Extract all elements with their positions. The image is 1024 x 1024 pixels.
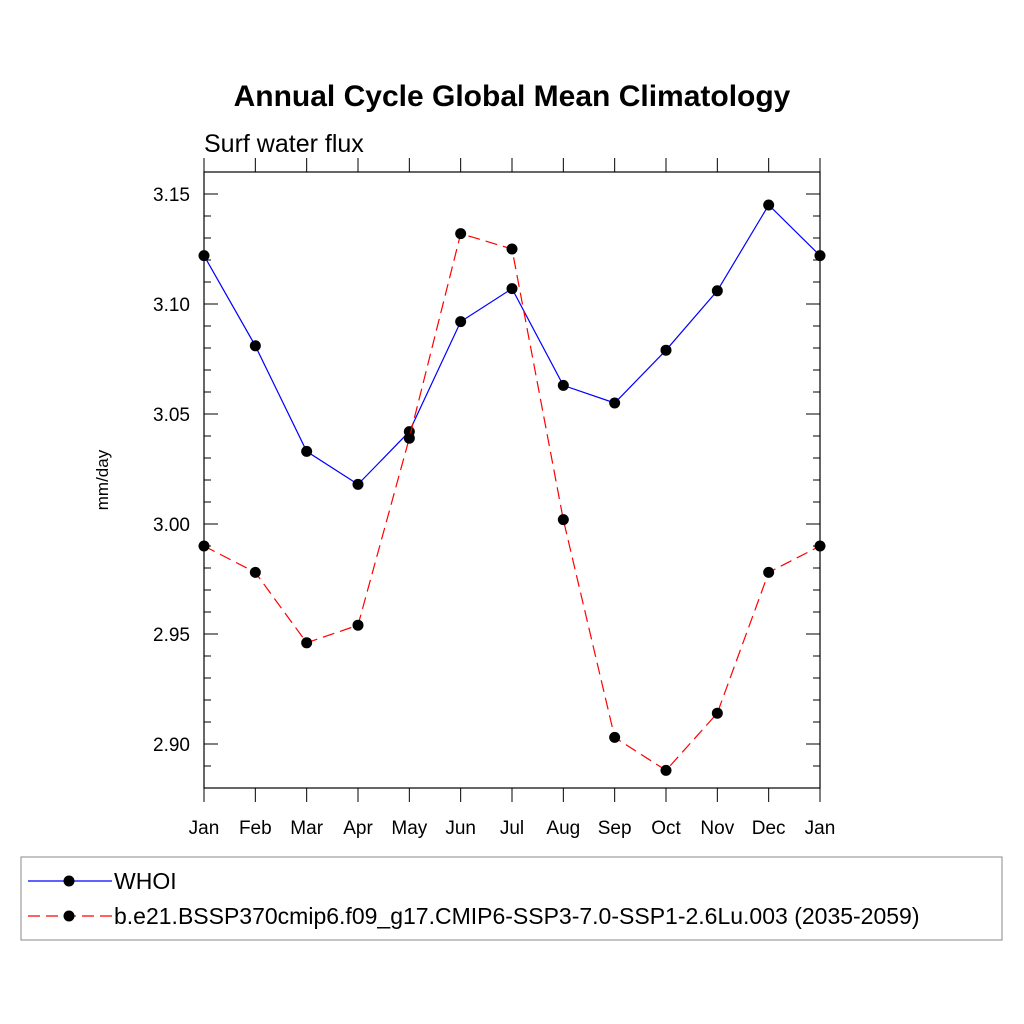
series-2-point [609,731,621,743]
series-1-point [352,478,364,490]
x-tick-label: Oct [651,818,681,839]
series-1-point [301,445,313,457]
x-tick-label: Apr [343,818,373,839]
series-2-point [455,228,467,240]
series-1-point [506,283,518,295]
plot-frame [203,171,821,789]
series-1-point [763,199,775,211]
x-tick-label: Jun [445,818,476,839]
series-1-point [660,344,672,356]
chart-subtitle: Surf water flux [204,130,364,158]
x-tick-label: Jul [500,818,524,839]
series-2-point [557,514,569,526]
series-2-point [352,619,364,631]
series-2-point [301,637,313,649]
x-tick-label: Dec [752,818,786,839]
y-tick-label: 3.00 [153,515,190,536]
x-tick-label: Aug [546,818,580,839]
legend-label-2: b.e21.BSSP370cmip6.f09_g17.CMIP6-SSP3-7.… [114,903,920,929]
x-tick-label: Nov [700,818,734,839]
series-2-point [660,764,672,776]
x-tick-label: Jan [805,818,836,839]
series-line-2 [203,232,821,772]
series-2-point [814,540,826,552]
series-layer [198,199,826,776]
x-tick-label: Feb [239,818,272,839]
x-tick-label: Jan [189,818,220,839]
series-2-point [711,707,723,719]
x-tick-label: May [391,818,427,839]
series-2-point [403,432,415,444]
legend: WHOI b.e21.BSSP370cmip6.f09_g17.CMIP6-SSP… [28,868,920,929]
x-tick-label: Sep [598,818,632,839]
series-1-point [711,285,723,297]
series-1-point [557,379,569,391]
y-tick-label: 3.15 [153,185,190,206]
series-1-point [814,250,826,262]
y-axis-label: mm/day [93,449,112,510]
legend-marker-2 [63,910,75,922]
series-1-point [609,397,621,409]
series-2-point [249,566,261,578]
legend-marker-1 [63,875,75,887]
series-2-point [506,243,518,255]
y-tick-label: 3.10 [153,295,190,316]
x-tick-labels: Jan Feb Mar Apr May Jun Jul Aug Sep Oct Nov Dec Jan [189,818,836,839]
y-tick-labels: 2.90 2.95 3.00 3.05 3.10 3.15 [153,185,190,756]
x-tick-label: Mar [290,818,323,839]
series-1-point [249,340,261,352]
series-1-point [455,316,467,328]
chart-title: Annual Cycle Global Mean Climatology [234,80,791,113]
series-1-point [198,250,210,262]
legend-label-1: WHOI [114,868,177,894]
y-tick-label: 3.05 [153,405,190,426]
legend-box [20,856,1003,941]
y-tick-label: 2.90 [153,735,190,756]
series-2-point [763,566,775,578]
y-tick-label: 2.95 [153,625,190,646]
series-2-point [198,540,210,552]
axis-ticks [203,158,821,802]
